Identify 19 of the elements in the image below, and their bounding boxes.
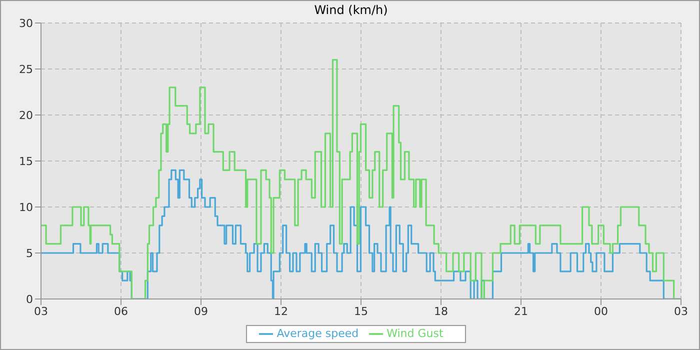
- y-tick-label: 10: [19, 200, 33, 214]
- x-tick-label: 03: [674, 304, 688, 318]
- x-tick-label: 18: [434, 304, 448, 318]
- x-tick-label: 00: [594, 304, 608, 318]
- legend-label: Average speed: [276, 327, 359, 340]
- chart-title: Wind (km/h): [313, 3, 389, 17]
- x-tick-label: 21: [514, 304, 528, 318]
- x-tick-label: 15: [354, 304, 368, 318]
- x-tick-label: 12: [274, 304, 288, 318]
- y-tick-label: 20: [19, 108, 33, 122]
- x-tick-label: 03: [34, 304, 48, 318]
- y-tick-label: 0: [26, 292, 33, 306]
- x-tick-label: 06: [114, 304, 128, 318]
- legend-label: Wind Gust: [386, 327, 444, 340]
- x-tick-label: 09: [194, 304, 208, 318]
- y-tick-label: 25: [19, 62, 33, 76]
- y-tick-label: 30: [19, 16, 33, 30]
- y-tick-label: 5: [26, 246, 33, 260]
- y-tick-label: 15: [19, 154, 33, 168]
